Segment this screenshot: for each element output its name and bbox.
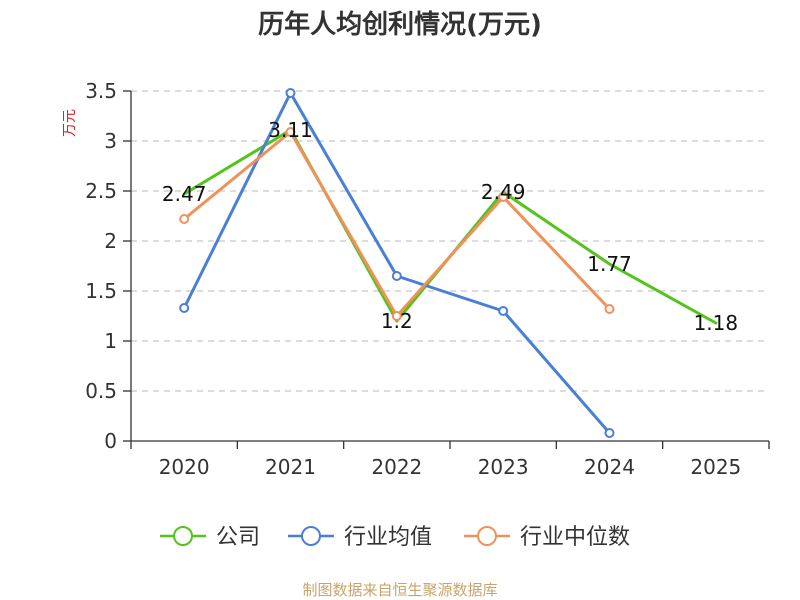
axes: 0 0.5 1 1.5 2 2.5 3 3.5 2020 2021 2022 2023 2024 2025 xyxy=(85,79,770,479)
y-tick-label: 1 xyxy=(104,329,117,353)
x-tick-label: 2020 xyxy=(159,455,210,479)
series-line-2 xyxy=(182,130,611,318)
data-point[interactable] xyxy=(285,88,296,98)
data-point[interactable] xyxy=(604,428,615,438)
chart-title: 历年人均创利情况(万元) xyxy=(258,9,542,40)
y-tick-label: 3 xyxy=(104,129,117,153)
data-label: 1.18 xyxy=(694,311,739,335)
data-point[interactable] xyxy=(498,192,509,202)
data-point[interactable] xyxy=(179,214,190,224)
data-point[interactable] xyxy=(179,303,190,313)
y-axis-unit: 万元 xyxy=(62,109,78,137)
y-tick-label: 1.5 xyxy=(85,279,117,303)
data-label: 2.49 xyxy=(481,180,526,204)
legend-marker xyxy=(173,526,193,546)
legend-label: 公司 xyxy=(216,525,260,550)
data-labels: 2.47 3.11 1.2 2.49 1.77 1.18 xyxy=(162,118,738,335)
data-label: 3.11 xyxy=(268,118,313,142)
legend[interactable]: 公司 行业均值 行业中位数 xyxy=(160,525,630,550)
data-point[interactable] xyxy=(498,306,509,316)
data-point[interactable] xyxy=(391,311,402,321)
y-tick-label: 2.5 xyxy=(85,179,117,203)
series-line-1 xyxy=(182,91,611,435)
legend-marker xyxy=(477,526,497,546)
data-point[interactable] xyxy=(604,304,615,314)
legend-item-0[interactable]: 公司 xyxy=(160,525,260,550)
legend-item-2[interactable]: 行业中位数 xyxy=(464,525,630,550)
x-tick-label: 2022 xyxy=(371,455,422,479)
y-tick-label: 2 xyxy=(104,229,117,253)
legend-label: 行业中位数 xyxy=(520,525,630,550)
y-tick-label: 3.5 xyxy=(85,79,117,103)
data-point[interactable] xyxy=(391,271,402,281)
x-tick-label: 2023 xyxy=(478,455,529,479)
legend-item-1[interactable]: 行业均值 xyxy=(288,525,432,550)
y-tick-label: 0.5 xyxy=(85,379,117,403)
data-point[interactable] xyxy=(285,127,296,137)
y-tick-label: 0 xyxy=(104,429,117,453)
data-label: 1.77 xyxy=(587,252,632,276)
legend-label: 行业均值 xyxy=(344,525,432,550)
legend-marker xyxy=(301,526,321,546)
series-layer xyxy=(179,88,718,438)
x-tick-label: 2024 xyxy=(584,455,635,479)
x-tick-label: 2025 xyxy=(690,455,741,479)
grid-lines xyxy=(131,90,769,392)
data-label: 1.2 xyxy=(381,309,413,333)
source-note: 制图数据来自恒生聚源数据库 xyxy=(302,581,497,599)
x-tick-label: 2021 xyxy=(265,455,316,479)
data-label: 2.47 xyxy=(162,182,207,206)
